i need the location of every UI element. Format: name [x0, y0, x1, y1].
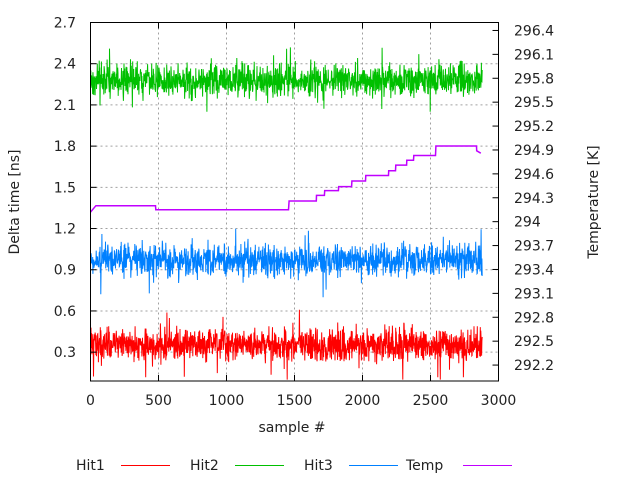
series-line-temp [89, 145, 482, 213]
y2-tick-label: 295.2 [514, 119, 554, 135]
x-tick-label: 2500 [413, 393, 449, 409]
y2-tick-label: 294.6 [514, 167, 554, 183]
y-tick-label: 1.2 [54, 222, 76, 238]
x-tick-label: 2000 [345, 393, 381, 409]
legend-label-hit1: Hit1 [76, 458, 105, 474]
legend-label-hit3: Hit3 [304, 458, 333, 474]
y-tick-label: 2.1 [54, 98, 76, 114]
legend-label-hit2: Hit2 [190, 458, 219, 474]
series-line-hit3 [90, 228, 483, 298]
legend-label-temp: Temp [405, 458, 443, 474]
x-tick-label: 1500 [277, 393, 313, 409]
y2-tick-label: 296.1 [514, 47, 554, 63]
legend: Hit1 Hit2 Hit3 Temp [76, 458, 512, 474]
y2-tick-label: 292.8 [514, 310, 554, 326]
y2-tick-label: 294.9 [514, 143, 554, 159]
x-tick-label: 500 [145, 393, 172, 409]
y2-tick-label: 293.1 [514, 286, 554, 302]
y2-tick-label: 294 [514, 215, 541, 231]
y2-tick-label: 293.7 [514, 239, 554, 255]
y-tick-label: 1.5 [54, 180, 76, 196]
x-tick-label: 3000 [481, 393, 517, 409]
y2-tick-label: 295.8 [514, 71, 554, 87]
x-tick-label: 0 [86, 393, 95, 409]
ticks: 0 500 1000 1500 2000 2500 3000 0.3 0.6 0.9 1.2 1.5 1… [54, 16, 554, 410]
y-tick-label: 0.6 [54, 304, 76, 320]
y2-tick-label: 293.4 [514, 262, 554, 278]
y2-tick-label: 292.2 [514, 358, 554, 374]
y2-axis-label: Temperature [K] [586, 145, 602, 259]
x-axis-label: sample # [258, 420, 325, 436]
series-layer [89, 47, 483, 380]
y-tick-label: 2.4 [54, 57, 76, 73]
y2-tick-label: 294.3 [514, 191, 554, 207]
y-axis-label: Delta time [ns] [7, 150, 23, 255]
y2-tick-label: 296.4 [514, 23, 554, 39]
series-line-hit1 [90, 309, 483, 380]
y-tick-label: 0.3 [54, 345, 76, 361]
y-tick-label: 0.9 [54, 263, 76, 279]
y2-tick-label: 295.5 [514, 95, 554, 111]
y-tick-label: 2.7 [54, 16, 76, 32]
x-tick-label: 1000 [209, 393, 245, 409]
y-tick-label: 1.8 [54, 139, 76, 155]
y2-tick-label: 292.5 [514, 334, 554, 350]
series-line-hit2 [90, 47, 483, 112]
